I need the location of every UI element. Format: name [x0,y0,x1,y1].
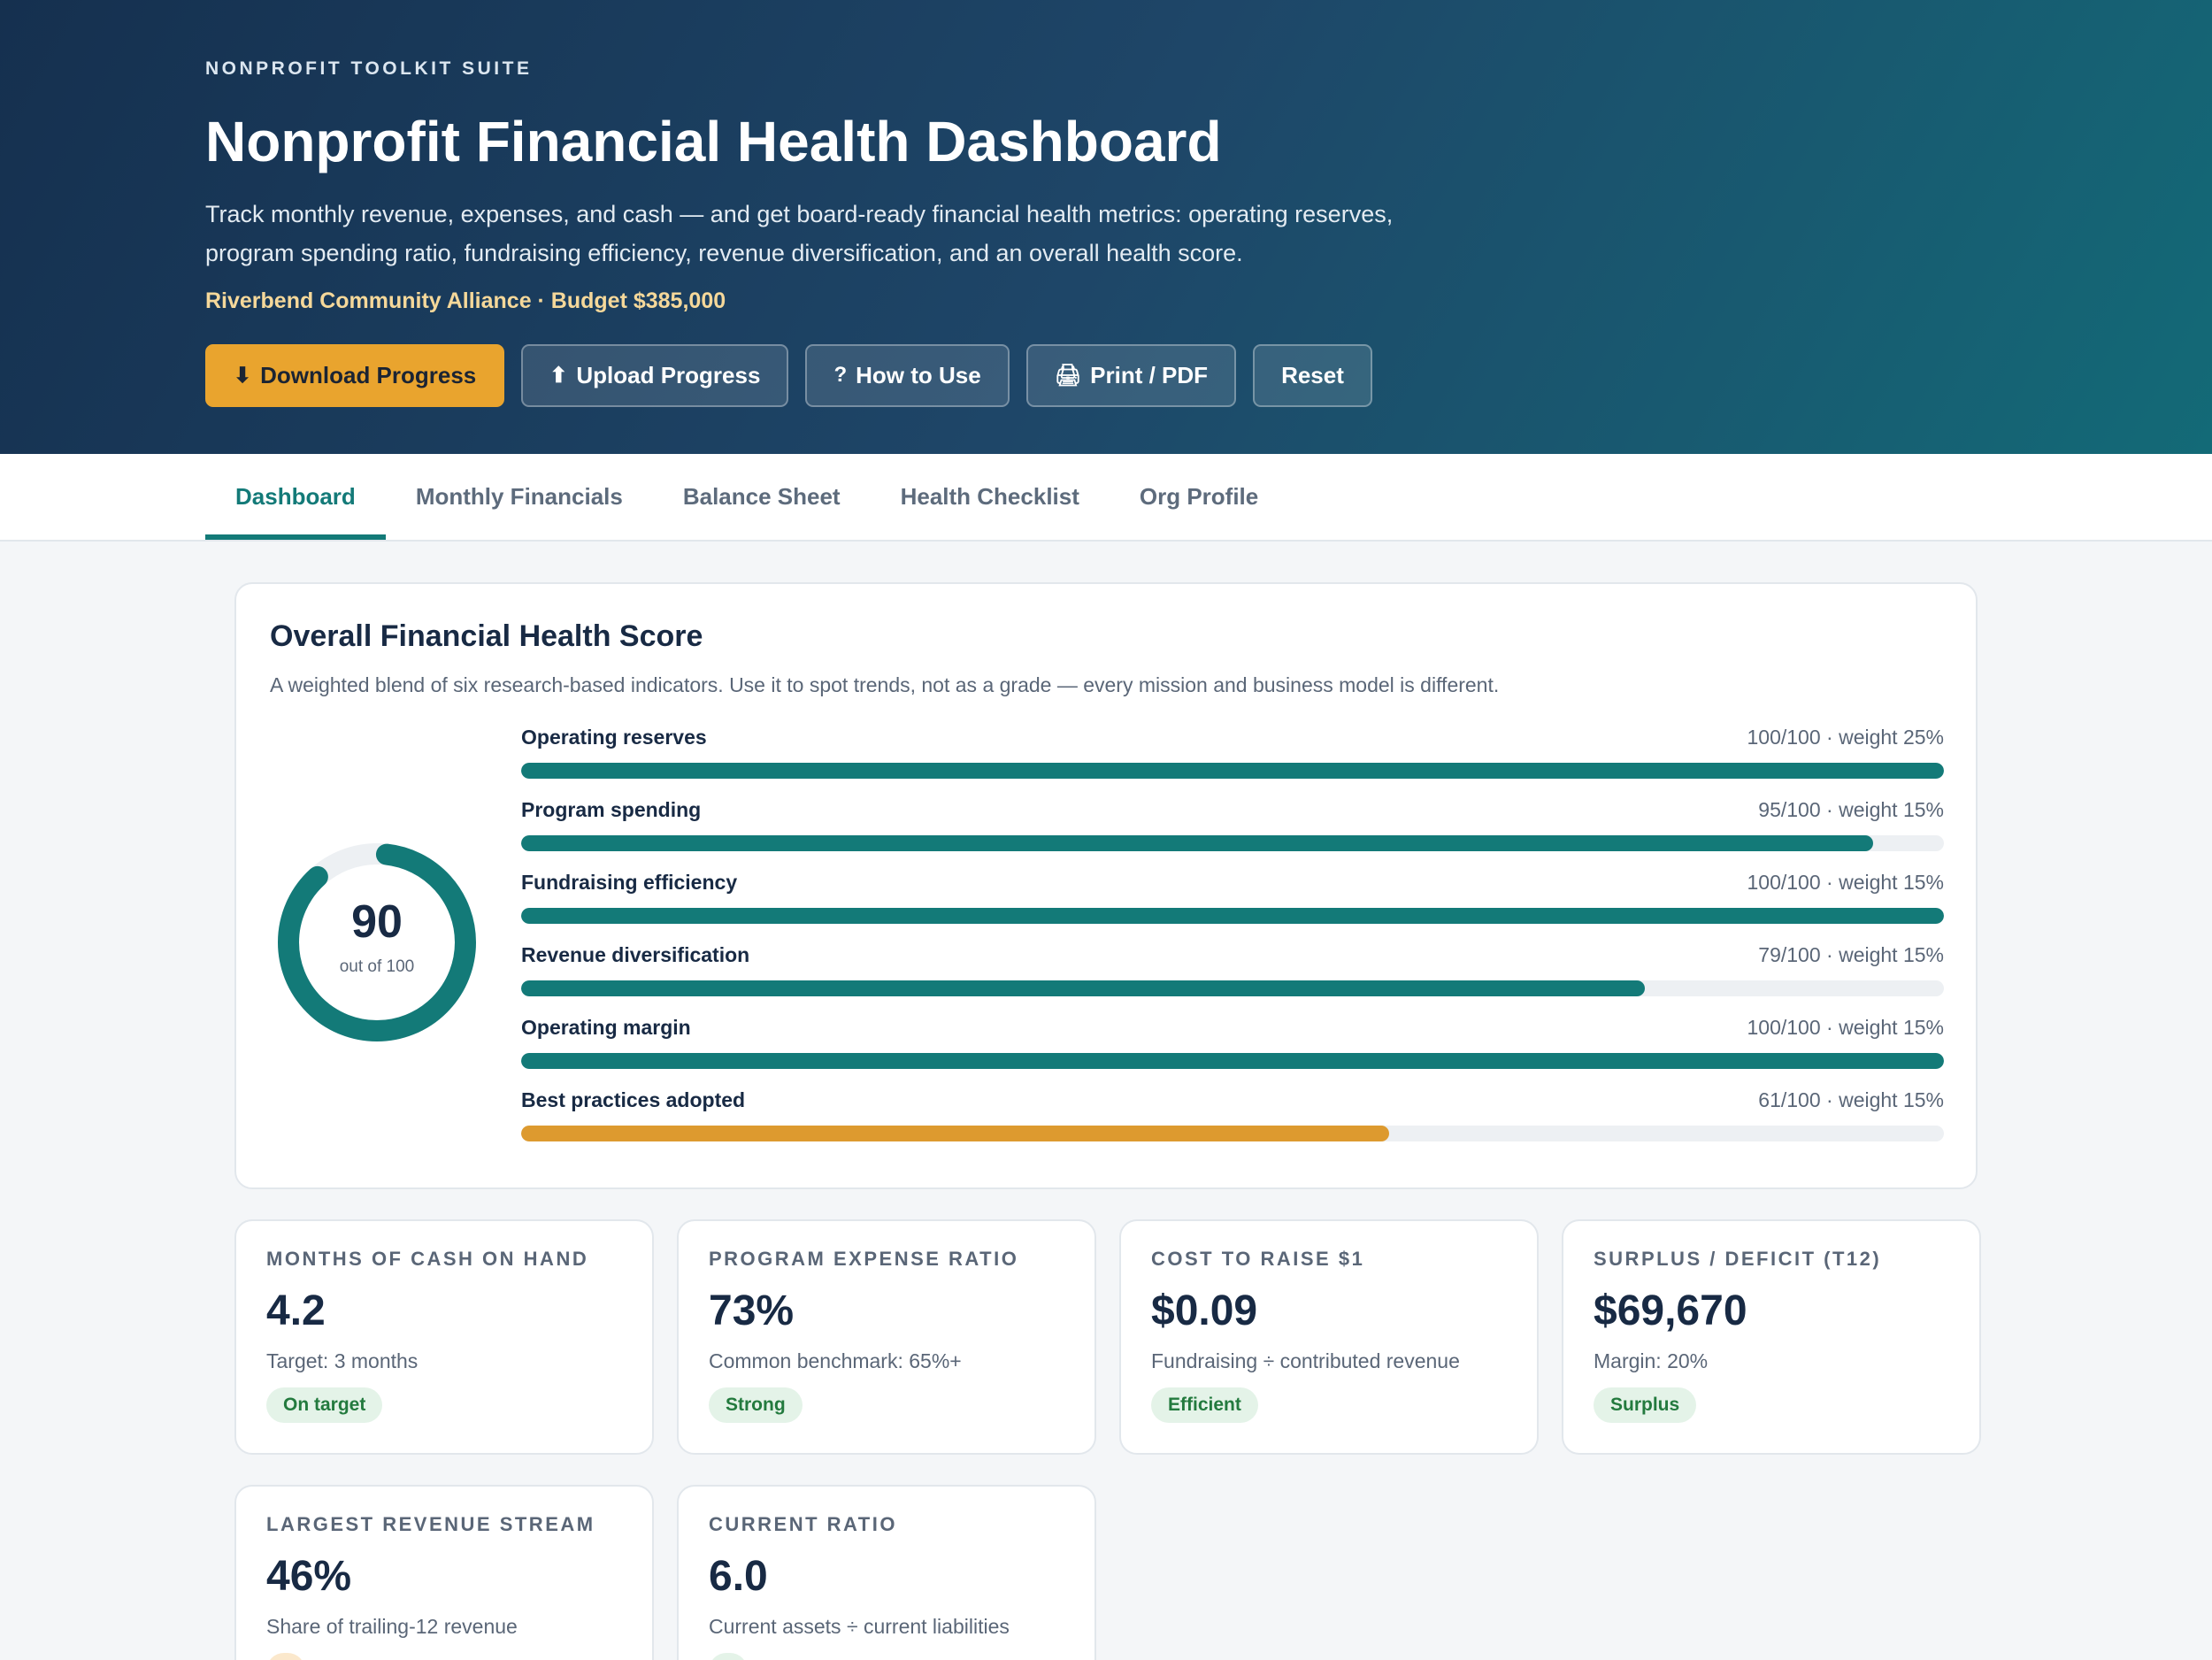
metric-note: Current assets ÷ current liabilities [709,1615,1010,1638]
header-actions: ⬇ Download Progress ⬆ Upload Progress ? … [205,343,2212,407]
health-score-caption: out of 100 [339,957,415,976]
org-budget-line: Riverbend Community Alliance · Budget $3… [205,288,726,313]
metric-card-cost-to-raise: COST TO RAISE $1 $0.09 Fundraising ÷ con… [1119,1219,1539,1455]
page-title: Nonprofit Financial Health Dashboard [205,110,1222,173]
indicator-label: Fundraising efficiency [521,871,738,894]
metric-card-program-expense: PROGRAM EXPENSE RATIO 73% Common benchma… [677,1219,1096,1455]
indicator-score: 100/100 · weight 25% [1747,726,1945,749]
upload-progress-button[interactable]: ⬆ Upload Progress [521,343,789,407]
page-description: Track monthly revenue, expenses, and cas… [205,200,1394,266]
metric-label: PROGRAM EXPENSE RATIO [709,1248,1019,1270]
how-to-use-label: How to Use [856,361,981,388]
indicator-label: Best practices adopted [521,1088,746,1111]
metric-value: 4.2 [266,1287,326,1334]
metric-note: Target: 3 months [266,1349,419,1372]
metric-value: $69,670 [1594,1287,1747,1334]
indicator-fill [521,1053,1944,1069]
indicator-fill [521,763,1944,779]
metric-value: 46% [266,1553,352,1600]
indicator-score: 61/100 · weight 15% [1758,1088,1944,1111]
indicator-fill [521,835,1873,851]
indicator-list: Operating reserves 100/100 · weight 25% … [521,726,1944,1161]
indicator-row: Operating reserves 100/100 · weight 25% [521,726,1944,798]
health-score-title: Overall Financial Health Score [270,619,703,653]
indicator-fill [521,980,1646,996]
help-icon: ? [833,363,848,388]
indicator-track [521,980,1944,996]
tab-dashboard[interactable]: Dashboard [205,454,386,540]
indicator-row: Best practices adopted 61/100 · weight 1… [521,1088,1944,1161]
indicator-row: Revenue diversification 79/100 · weight … [521,943,1944,1016]
indicator-label: Revenue diversification [521,943,750,966]
upload-progress-label: Upload Progress [576,361,761,388]
download-progress-button[interactable]: ⬇ Download Progress [205,343,505,407]
metric-card-current-ratio: CURRENT RATIO 6.0 Current assets ÷ curre… [677,1485,1096,1660]
status-badge [266,1653,305,1660]
metric-note: Share of trailing-12 revenue [266,1615,518,1638]
indicator-label: Operating margin [521,1016,691,1039]
indicator-track [521,1126,1944,1141]
print-pdf-label: Print / PDF [1090,361,1209,388]
print-pdf-button[interactable]: 🖨 Print / PDF [1025,343,1237,407]
indicator-label: Program spending [521,798,702,821]
page-header: NONPROFIT TOOLKIT SUITE Nonprofit Financ… [0,0,2212,454]
indicator-score: 100/100 · weight 15% [1747,871,1945,894]
indicator-track [521,908,1944,924]
health-score-value: 90 [351,896,403,948]
status-badge: Strong [709,1387,803,1423]
status-badge: Efficient [1151,1387,1258,1423]
tab-bar: Dashboard Monthly Financials Balance She… [0,454,2212,542]
score-ring [278,843,476,1041]
indicator-row: Operating margin 100/100 · weight 15% [521,1016,1944,1088]
indicator-row: Fundraising efficiency 100/100 · weight … [521,871,1944,943]
status-badge: On target [266,1387,383,1423]
metric-card-cash-on-hand: MONTHS OF CASH ON HAND 4.2 Target: 3 mon… [234,1219,654,1455]
metric-note: Margin: 20% [1594,1349,1709,1372]
suite-eyebrow: NONPROFIT TOOLKIT SUITE [205,58,533,79]
metric-label: CURRENT RATIO [709,1513,897,1535]
indicator-fill [521,908,1944,924]
tab-monthly-financials[interactable]: Monthly Financials [415,483,623,510]
how-to-use-button[interactable]: ? How to Use [805,343,1010,407]
metric-label: LARGEST REVENUE STREAM [266,1513,595,1535]
health-score-subtitle: A weighted blend of six research-based i… [270,673,1500,696]
status-badge: Surplus [1594,1387,1697,1423]
metric-card-largest-revenue: LARGEST REVENUE STREAM 46% Share of trai… [234,1485,654,1660]
upload-icon: ⬆ [549,363,568,388]
health-score-card: Overall Financial Health Score A weighte… [234,582,1978,1189]
metric-value: 6.0 [709,1553,768,1600]
tab-balance-sheet[interactable]: Balance Sheet [682,483,841,510]
indicator-track [521,763,1944,779]
download-icon: ⬇ [234,363,252,388]
metric-label: COST TO RAISE $1 [1151,1248,1365,1270]
tab-health-checklist[interactable]: Health Checklist [900,483,1079,510]
dashboard-content: Overall Financial Health Score A weighte… [0,542,2212,1660]
metric-grid: MONTHS OF CASH ON HAND 4.2 Target: 3 mon… [234,1219,2212,1660]
indicator-fill [521,1126,1389,1141]
indicator-track [521,1053,1944,1069]
tab-org-profile[interactable]: Org Profile [1139,483,1259,510]
metric-label: SURPLUS / DEFICIT (T12) [1594,1248,1882,1270]
indicator-score: 100/100 · weight 15% [1747,1016,1945,1039]
score-ring-arc [278,843,476,1041]
metric-card-surplus-deficit: SURPLUS / DEFICIT (T12) $69,670 Margin: … [1562,1219,1981,1455]
printer-icon: 🖨 [1054,363,1082,388]
reset-button[interactable]: Reset [1253,343,1372,407]
indicator-row: Program spending 95/100 · weight 15% [521,798,1944,871]
indicator-label: Operating reserves [521,726,707,749]
reset-label: Reset [1281,361,1344,388]
metric-value: 73% [709,1287,795,1334]
metric-note: Fundraising ÷ contributed revenue [1151,1349,1460,1372]
indicator-score: 79/100 · weight 15% [1758,943,1944,966]
indicator-score: 95/100 · weight 15% [1758,798,1944,821]
metric-note: Common benchmark: 65%+ [709,1349,962,1372]
indicator-track [521,835,1944,851]
metric-label: MONTHS OF CASH ON HAND [266,1248,589,1270]
health-score-gauge: 90 out of 100 [275,841,479,1044]
status-badge [709,1653,748,1660]
download-progress-label: Download Progress [260,361,477,388]
metric-value: $0.09 [1151,1287,1258,1334]
